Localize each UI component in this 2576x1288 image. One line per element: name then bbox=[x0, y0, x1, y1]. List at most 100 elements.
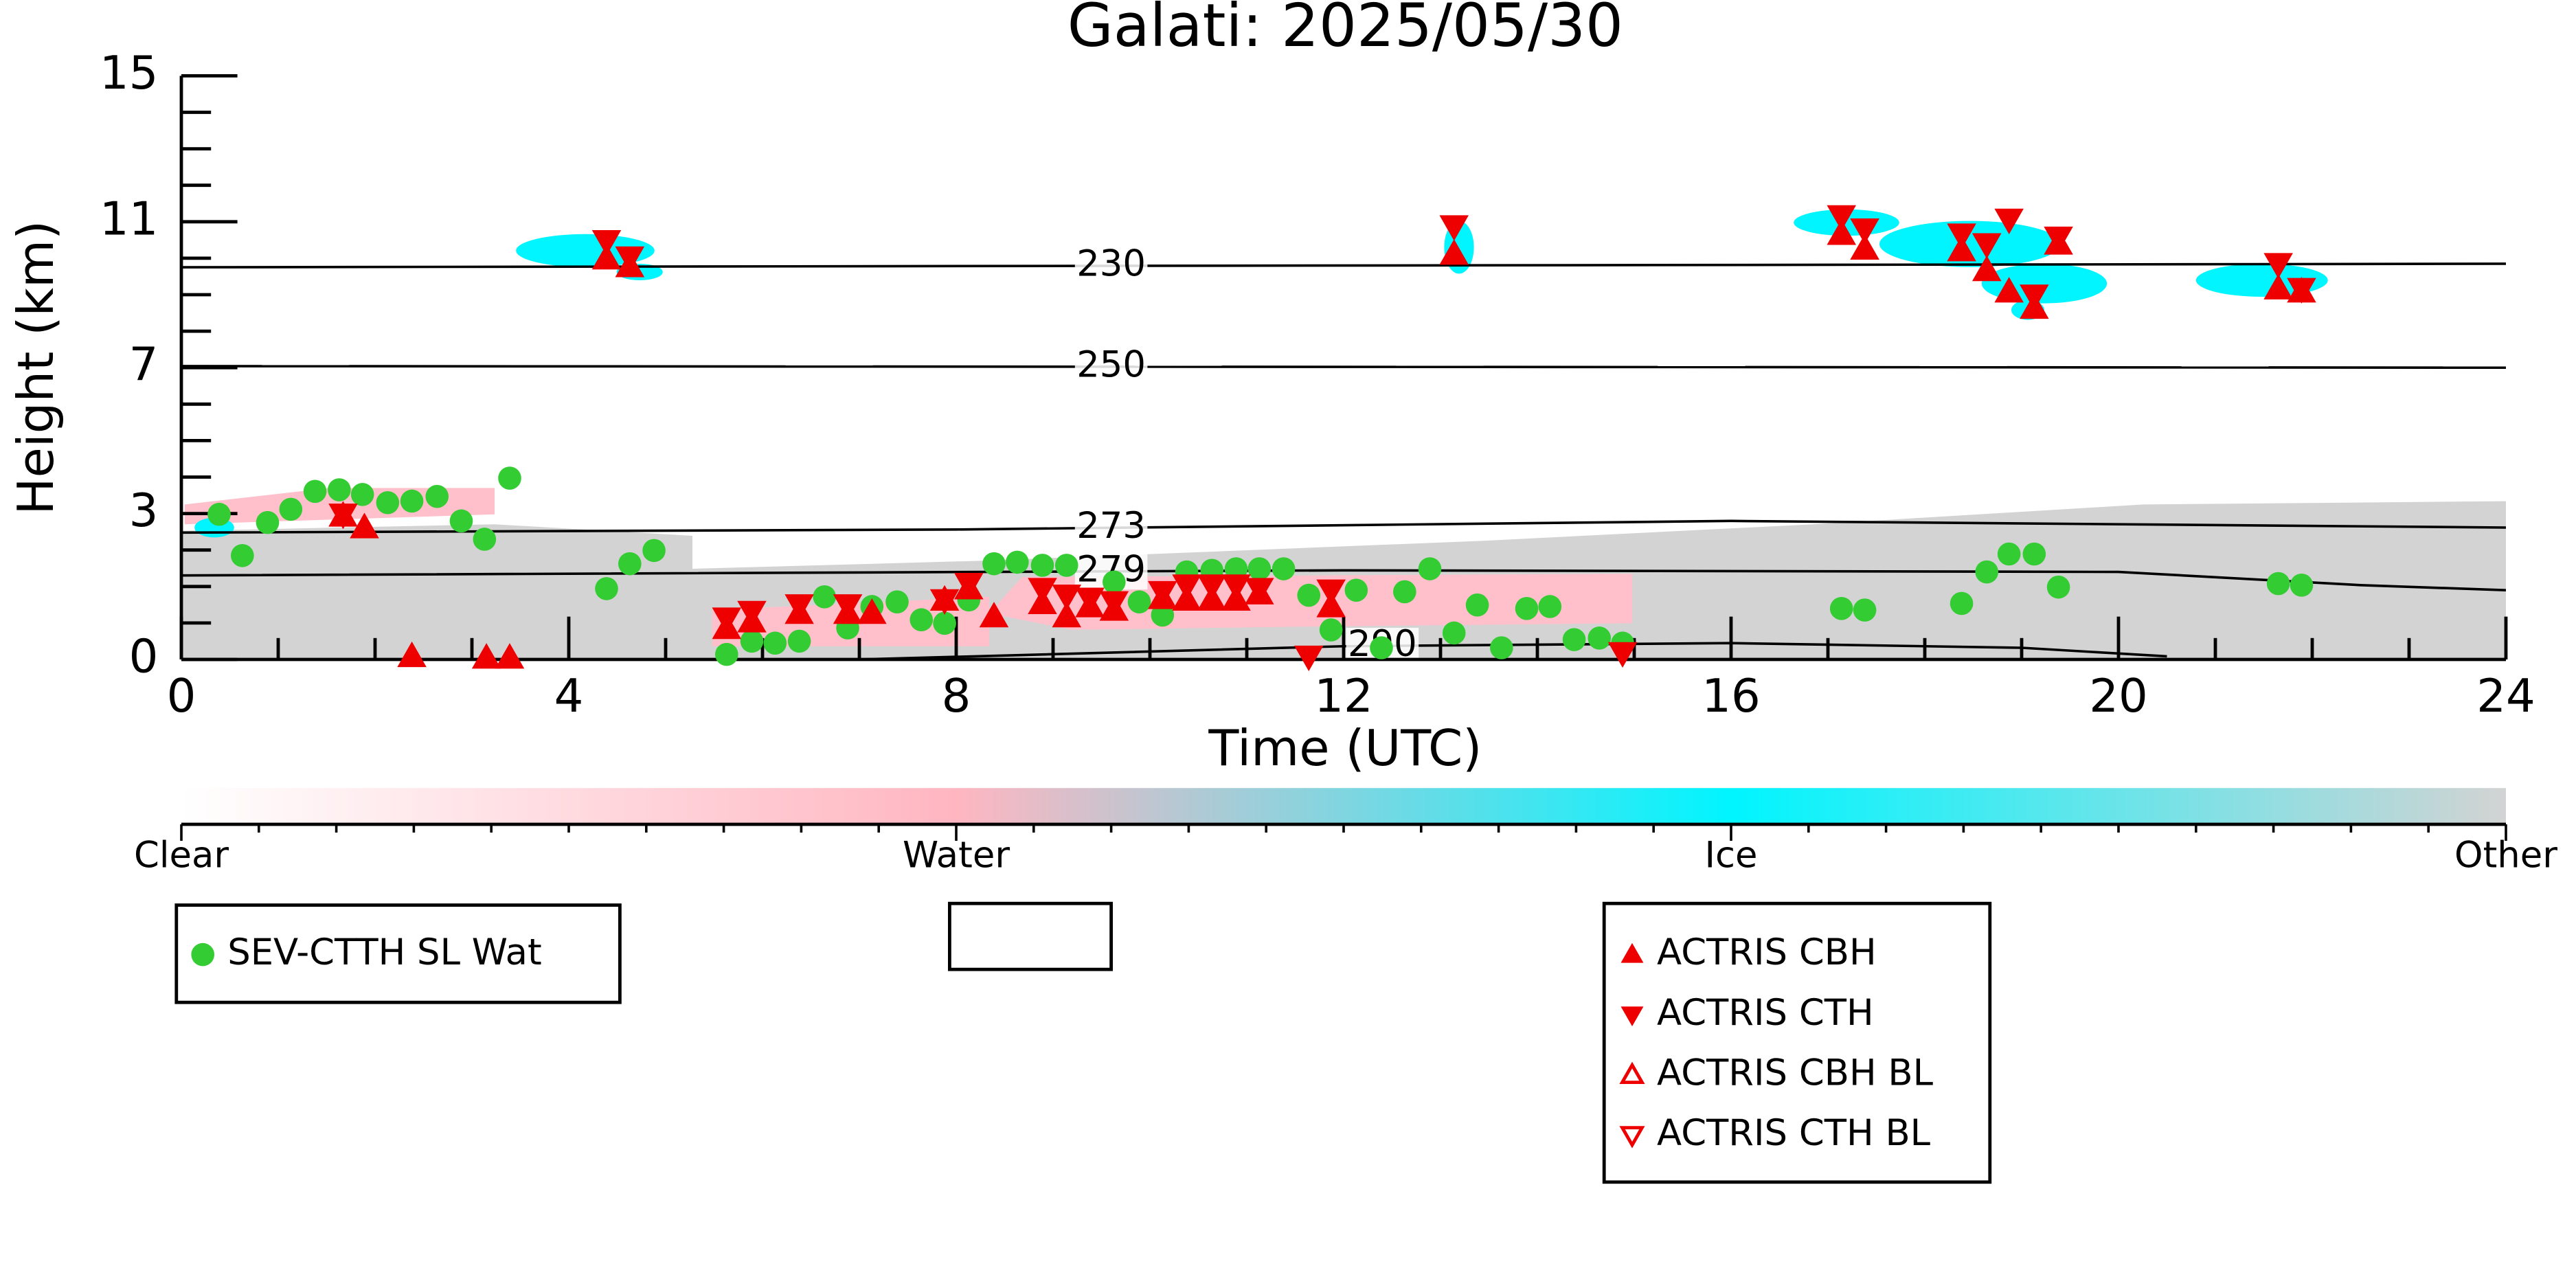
colorbar-gradient bbox=[181, 788, 2506, 824]
point bbox=[909, 608, 934, 632]
colorbar-label: Clear bbox=[134, 835, 229, 877]
legend-label: ACTRIS CBH bbox=[1657, 931, 1877, 973]
point bbox=[885, 590, 909, 613]
point bbox=[471, 643, 501, 669]
point bbox=[1052, 602, 1082, 628]
y-tick-label: 0 bbox=[129, 630, 159, 683]
isotherm-label: 230 bbox=[1076, 243, 1146, 285]
legend-label: SEV-CTTH SL Wat bbox=[227, 931, 541, 973]
point bbox=[712, 607, 742, 633]
point bbox=[591, 243, 622, 270]
point bbox=[2020, 284, 2049, 310]
point bbox=[400, 489, 424, 513]
point bbox=[1562, 628, 1586, 651]
y-tick-label: 15 bbox=[100, 46, 159, 100]
isotherm-label: 250 bbox=[1076, 343, 1146, 385]
point bbox=[1827, 205, 1856, 231]
point bbox=[1853, 598, 1877, 622]
point bbox=[1442, 621, 1466, 645]
point bbox=[1950, 591, 1974, 615]
x-tick-label: 0 bbox=[167, 669, 196, 723]
isotherm bbox=[181, 262, 2507, 269]
point bbox=[2044, 226, 2073, 253]
point bbox=[1293, 645, 1324, 672]
point bbox=[1994, 208, 2024, 235]
x-tick-label: 16 bbox=[1702, 669, 1761, 723]
colorbar-label: Ice bbox=[1704, 835, 1757, 877]
legend-box bbox=[948, 901, 1113, 971]
y-tick-label: 11 bbox=[100, 192, 159, 245]
point bbox=[1997, 542, 2021, 566]
point bbox=[1103, 570, 1126, 594]
point bbox=[303, 479, 327, 504]
legend-label: ACTRIS CTH bbox=[1657, 992, 1874, 1034]
isotherm-label-bg bbox=[1074, 348, 1148, 385]
point bbox=[1975, 560, 1999, 584]
point bbox=[1297, 583, 1321, 607]
point bbox=[933, 611, 956, 635]
point bbox=[2046, 575, 2070, 599]
point bbox=[328, 504, 358, 530]
x-tick-label: 24 bbox=[2476, 669, 2535, 723]
point bbox=[1316, 579, 1346, 605]
point bbox=[449, 509, 473, 533]
point bbox=[2263, 253, 2293, 279]
isotherm bbox=[181, 519, 2507, 534]
legend-marker bbox=[1619, 1126, 1645, 1149]
isotherm bbox=[181, 569, 2507, 591]
point bbox=[591, 229, 622, 256]
point bbox=[1245, 578, 1274, 604]
point bbox=[1971, 233, 2002, 259]
point bbox=[857, 598, 887, 624]
point bbox=[1319, 618, 1343, 642]
legend-marker bbox=[1620, 942, 1644, 963]
point bbox=[2266, 572, 2290, 596]
point bbox=[982, 552, 1006, 576]
y-tick-label: 7 bbox=[129, 338, 159, 392]
legend-box bbox=[174, 903, 622, 1004]
water-area bbox=[184, 488, 1632, 646]
legend-marker bbox=[1620, 1006, 1644, 1027]
point bbox=[1393, 580, 1416, 604]
point bbox=[784, 594, 814, 620]
point bbox=[615, 246, 645, 272]
point bbox=[1850, 234, 1879, 260]
point bbox=[1344, 578, 1368, 602]
point bbox=[231, 543, 254, 567]
point bbox=[256, 510, 280, 534]
isotherm bbox=[181, 365, 2507, 369]
point bbox=[1994, 277, 2024, 303]
point bbox=[1028, 578, 1057, 604]
x-axis-label: Time (UTC) bbox=[1208, 719, 1482, 777]
x-tick-label: 8 bbox=[942, 669, 971, 723]
point bbox=[473, 528, 497, 551]
point bbox=[397, 641, 427, 668]
point bbox=[350, 483, 374, 506]
point bbox=[1947, 223, 1976, 249]
y-axis-label: Height (km) bbox=[7, 221, 65, 515]
x-tick-label: 4 bbox=[554, 669, 584, 723]
point bbox=[1490, 636, 1513, 659]
point bbox=[642, 539, 666, 563]
point bbox=[1418, 557, 1442, 580]
chart-title: Galati: 2025/05/30 bbox=[1067, 0, 1623, 60]
point bbox=[2287, 278, 2316, 304]
point bbox=[1538, 595, 1562, 618]
legend-box bbox=[1602, 901, 1992, 1184]
point bbox=[595, 577, 618, 600]
point bbox=[1052, 584, 1082, 611]
point bbox=[1247, 557, 1272, 580]
point bbox=[929, 589, 960, 615]
point bbox=[1221, 574, 1251, 600]
point bbox=[350, 512, 379, 539]
point bbox=[1439, 215, 1469, 241]
point bbox=[1588, 626, 1612, 650]
colorbar-label: Water bbox=[903, 835, 1010, 877]
point bbox=[1099, 591, 1129, 617]
point bbox=[1971, 255, 2002, 282]
colorbar-label: Other bbox=[2454, 835, 2557, 877]
point bbox=[1827, 219, 1856, 245]
point bbox=[715, 642, 738, 666]
point bbox=[376, 490, 400, 515]
